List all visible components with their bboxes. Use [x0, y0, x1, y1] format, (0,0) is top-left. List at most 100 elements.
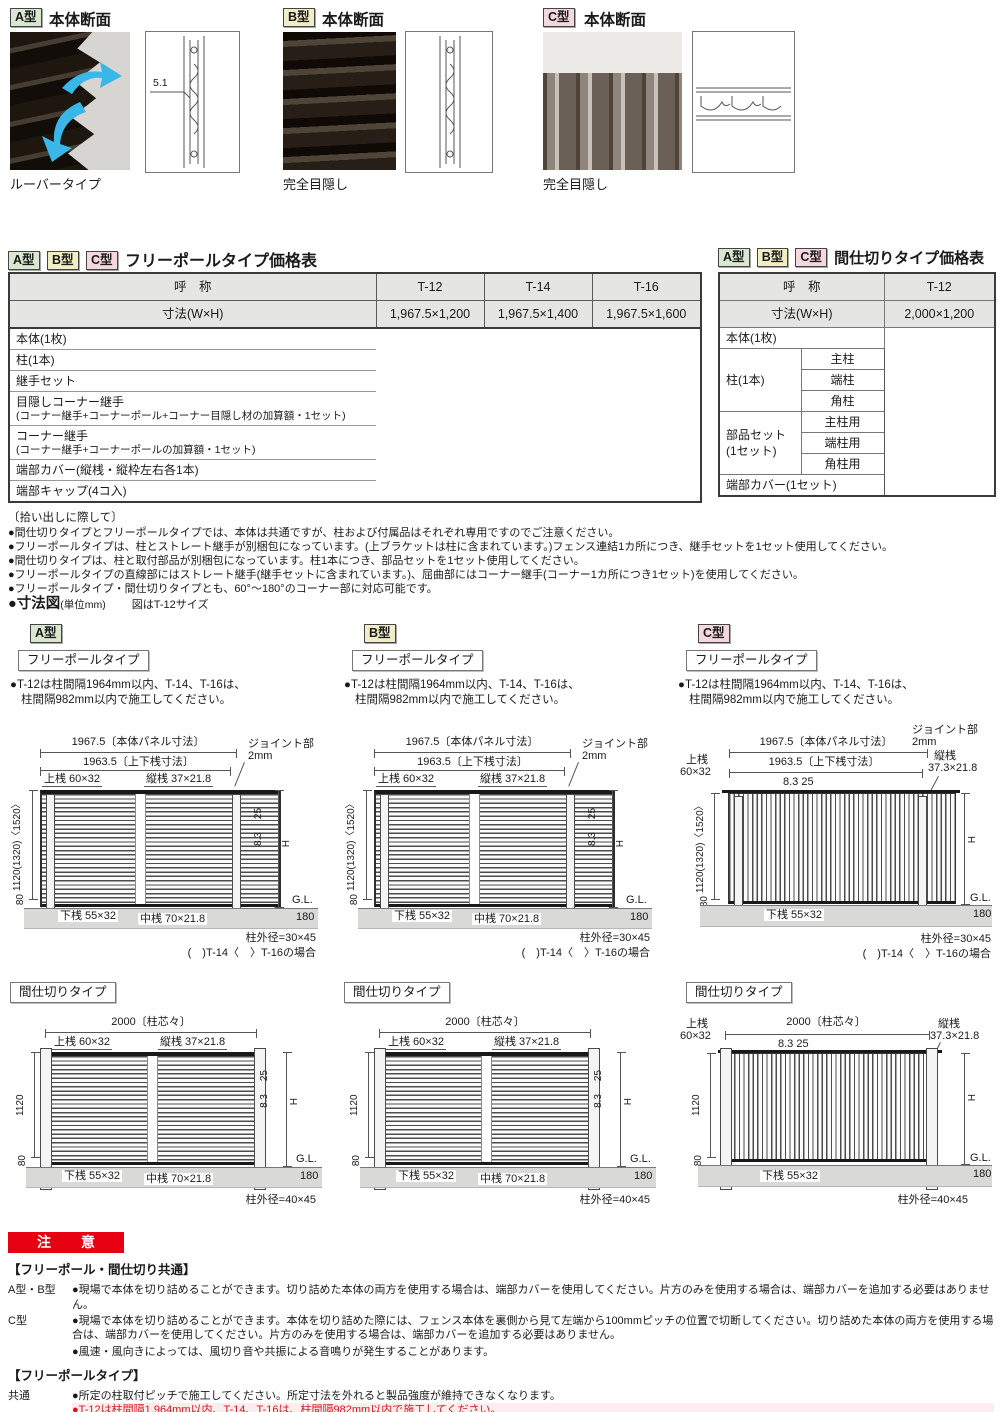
item-privacy-corner-joint: 目隠しコーナー継手 (コーナー継手+コーナーポール+コーナー目隠し材の加算額・1…: [9, 391, 376, 426]
dim-line-vertical: [961, 1053, 970, 1165]
bottom-rail-label: 下桟 55×32: [764, 909, 824, 922]
caution-items: ●所定の柱取付ピッチで施工してください。所定寸法を外れると製品強度が維持できなく…: [72, 1389, 994, 1412]
bottom-rail-label: 下桟 55×32: [58, 910, 118, 923]
dim-25-label: 25: [253, 808, 264, 820]
top-rail-dim: 60×32: [680, 1030, 711, 1042]
joint-dim-label: 2mm: [248, 750, 273, 762]
item-end-cover-set: 端部カバー(1セット): [718, 474, 885, 497]
mid-rail-channel: [147, 1056, 158, 1162]
span-dim-label: 2000〔柱芯々〕: [786, 1016, 866, 1028]
vert-rail-label: 縦桟 37×21.8: [492, 1036, 562, 1051]
type-b-tag: B型: [364, 624, 396, 643]
height-dim-label: 1120: [15, 1094, 26, 1116]
fence-panel: [724, 1053, 938, 1162]
caption-full-privacy-c: 完全目隠し: [543, 177, 609, 192]
caution-who: A型・B型: [8, 1284, 56, 1297]
dim-h-label: H: [967, 836, 978, 844]
dim-h-label: H: [615, 840, 626, 848]
caption-louver-type: ルーバータイプ: [10, 177, 101, 192]
bottom-rail-label: 下桟 55×32: [760, 1170, 820, 1183]
post-od-label: 柱外径=30×45: [920, 933, 991, 945]
pitch-label: 8.3 25: [776, 1038, 811, 1051]
top-rail-label: 上桟 60×32: [52, 1036, 112, 1051]
vert-rail-label: 縦桟 37×21.8: [478, 773, 548, 788]
type-c-tag: C型: [85, 251, 118, 270]
dim-line-vertical: [961, 793, 970, 905]
size-t12: 2,000×1,200: [883, 300, 996, 328]
dim-line: [729, 749, 928, 758]
dim-83-label: 8.3: [593, 1094, 604, 1108]
dim-83-label: 8.3: [587, 832, 598, 846]
dim-line: [40, 767, 231, 776]
fence-post: [232, 794, 241, 920]
leader-line: [234, 762, 245, 787]
dim-80-label: 80: [349, 894, 360, 906]
majikiri-type-label: 間仕切りタイプ: [344, 982, 450, 1003]
size-t12: 1,967.5×1,200: [375, 300, 485, 329]
caution-who: [8, 1345, 72, 1359]
item-body: 本体(1枚): [718, 327, 885, 349]
type-b-tag: B型: [756, 248, 789, 267]
freepole-price-title: フリーポールタイプ価格表: [124, 253, 317, 270]
panel-dim-label: 1967.5〔本体パネル寸法〕: [71, 736, 205, 748]
dim-column-b: B型 フリーポールタイプ ●T-12は柱間隔1964mm以内、T-14、T-16…: [342, 620, 664, 1232]
case-note-label: ( )T-14〈 〉T-16の場合: [862, 948, 991, 960]
fence-post: [566, 794, 575, 920]
dimensions-heading: ●寸法図(単位mm) 図はT-12サイズ: [8, 592, 208, 613]
majikiri-diagram-a: 間仕切りタイプ 2000〔柱芯々〕 上桟 60×32 縦桟 37×21.8 11…: [8, 982, 330, 1232]
gl-label: G.L.: [296, 1153, 317, 1165]
slat-photo-c: [543, 32, 682, 170]
fence-post: [380, 794, 389, 920]
height-dim-label: 1120: [691, 1094, 702, 1117]
dim-180-label: 180: [973, 908, 992, 920]
top-rail-bar: [722, 790, 960, 793]
freepole-type-label: フリーポールタイプ: [686, 650, 817, 671]
bottom-rail-label: 下桟 55×32: [396, 1170, 456, 1183]
slat-photo-b: [283, 32, 396, 170]
item-joint-set: 継手セット: [9, 370, 376, 392]
fence-panel: [46, 1052, 262, 1165]
section-line-art: [150, 36, 205, 168]
type-b-tag: B型: [46, 251, 79, 270]
vert-rail-dim: 37.3×21.8: [930, 1030, 980, 1042]
caution-text-red: ●T-12は柱間隔1,964mm以内、T-14、T-16は、柱間隔982mm以内…: [72, 1403, 994, 1412]
install-note: ●T-12は柱間隔1964mm以内、T-14、T-16は、 柱間隔982mm以内…: [678, 678, 914, 708]
freepole-type-label: フリーポールタイプ: [18, 650, 149, 671]
airflow-arrow-icon: [62, 62, 122, 94]
caution-row: 共通 ●所定の柱取付ピッチで施工してください。所定寸法を外れると製品強度が維持で…: [8, 1389, 994, 1412]
joint-label: ジョイント部: [248, 738, 314, 750]
leader-line: [568, 762, 579, 787]
pickup-heading: 〔拾い出しに際して〕: [8, 512, 123, 524]
post-od-label: 柱外径=40×45: [579, 1194, 650, 1206]
mid-rail-label: 中桟 70×21.8: [138, 913, 208, 926]
freepole-price-title-row: A型 B型 C型 フリーポールタイプ価格表: [8, 247, 317, 271]
caution-freepole-heading: 【フリーポールタイプ】: [8, 1368, 146, 1383]
cross-section-strip: A型 本体断面 5.1 ルーバータイプ: [0, 6, 1000, 196]
item-for-end-post: 端柱用: [800, 432, 885, 454]
gl-label: G.L.: [970, 892, 991, 904]
mid-rail-channel: [469, 794, 480, 904]
dim-line-vertical: [275, 790, 284, 908]
section-title-c: 本体断面: [584, 12, 647, 29]
top-rail-label: 上桟 60×32: [386, 1036, 446, 1051]
caution-section: 注 意 【フリーポール・間仕切り共通】 A型・B型 ●現場で本体を切り詰めること…: [8, 1232, 994, 1412]
case-note-label: ( )T-14〈 〉T-16の場合: [187, 947, 316, 959]
col-header-t12: T-12: [883, 272, 996, 301]
pickup-notes: 〔拾い出しに際して〕 ●間仕切りタイプとフリーポールタイプでは、本体は共通ですが…: [8, 511, 994, 596]
louver-photo-a: [10, 32, 130, 170]
item-label: コーナー継手: [16, 429, 89, 443]
dim-83-label: 8.3: [253, 832, 264, 846]
col-header-name: 呼 称: [718, 272, 885, 301]
mid-rail-label: 中桟 70×21.8: [478, 1173, 548, 1186]
post-od-label: 柱外径=30×45: [245, 932, 316, 944]
fence-post: [46, 794, 55, 920]
dim-25-label: 25: [593, 1070, 604, 1082]
dim-h-label: H: [967, 1094, 978, 1102]
dims-title: ●寸法図: [8, 596, 61, 612]
caution-who: C型: [8, 1315, 27, 1328]
dims-size-note: 図はT-12サイズ: [131, 599, 209, 611]
dim-line-vertical: [31, 1052, 40, 1158]
fence-post: [734, 796, 743, 922]
panel-dim-label: 1967.5〔本体パネル寸法〕: [759, 736, 893, 748]
majikiri-price-title: 間仕切りタイプ価格表: [834, 250, 985, 267]
